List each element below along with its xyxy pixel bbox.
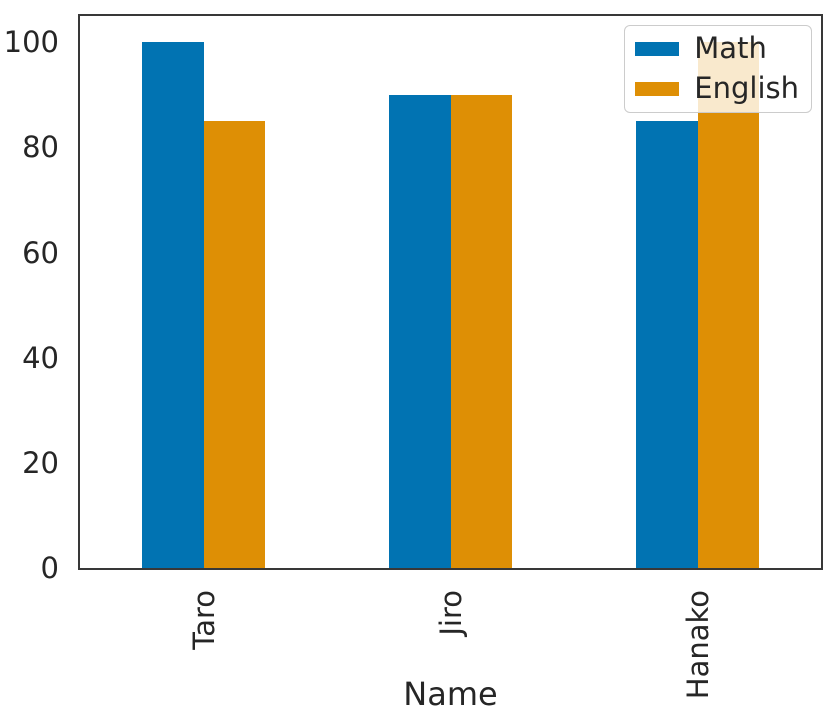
bar-math-hanako — [635, 121, 698, 568]
english-legend-label: English — [694, 70, 799, 105]
legend-item-english: English — [635, 70, 799, 105]
y-tick-label: 100 — [3, 25, 59, 60]
english-legend-swatch-icon — [635, 81, 680, 96]
plot-area: Math English — [78, 14, 823, 570]
legend-item-math: Math — [635, 31, 799, 65]
y-tick-label: 40 — [22, 340, 59, 375]
legend: Math English — [624, 25, 812, 113]
y-tick-label: 60 — [22, 235, 59, 270]
y-tick-label: 0 — [40, 551, 59, 585]
math-legend-label: Math — [694, 31, 767, 65]
bar-math-jiro — [388, 94, 451, 568]
bars-layer — [80, 16, 821, 568]
y-tick-label: 80 — [22, 130, 59, 165]
bar-english-jiro — [450, 94, 513, 568]
math-legend-swatch-icon — [635, 41, 680, 56]
bar-math-taro — [141, 42, 204, 568]
x-axis-label: Name — [403, 675, 498, 713]
bar-english-hanako — [697, 42, 760, 568]
y-tick-label: 20 — [22, 445, 59, 480]
bar-english-taro — [203, 121, 266, 568]
